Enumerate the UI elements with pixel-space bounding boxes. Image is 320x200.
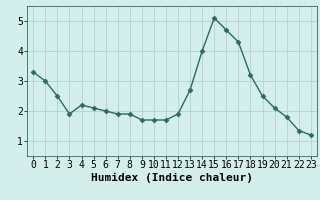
X-axis label: Humidex (Indice chaleur): Humidex (Indice chaleur) xyxy=(91,173,253,183)
